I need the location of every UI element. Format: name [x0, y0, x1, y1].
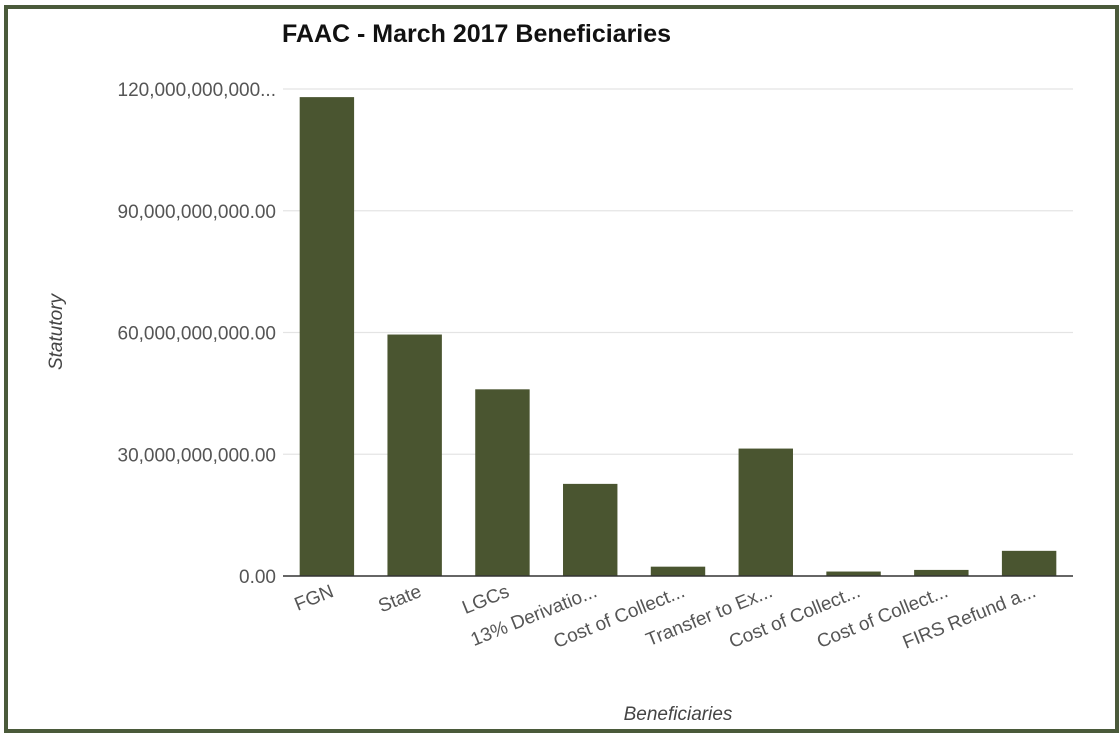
x-tick-label: FGN	[292, 581, 337, 615]
x-axis-label: Beneficiaries	[624, 704, 733, 725]
y-tick-label: 90,000,000,000.00	[118, 202, 277, 223]
y-axis-label: Statutory	[46, 292, 67, 370]
bar	[1001, 550, 1057, 576]
bar	[387, 334, 442, 576]
chart-title: FAAC - March 2017 Beneficiaries	[282, 20, 672, 48]
y-tick-label: 30,000,000,000.00	[118, 445, 277, 466]
gridlines	[283, 88, 1073, 455]
bar	[914, 569, 969, 576]
y-tick-label: 60,000,000,000.00	[118, 324, 277, 345]
x-tick-label: LGCs	[459, 581, 512, 619]
y-tick-label: 0.00	[239, 567, 276, 588]
x-tick-label: State	[376, 581, 425, 617]
bar	[299, 97, 355, 576]
bar	[563, 483, 618, 576]
bar	[475, 389, 530, 576]
y-tick-labels: 0.00 30,000,000,000.00 60,000,000,000.00 90…	[118, 80, 277, 588]
bar	[650, 566, 706, 576]
bar	[738, 448, 793, 576]
chart-frame	[4, 5, 1119, 733]
y-tick-label: 120,000,000,000...	[118, 80, 276, 101]
bar	[826, 571, 881, 576]
bars	[299, 97, 1057, 576]
